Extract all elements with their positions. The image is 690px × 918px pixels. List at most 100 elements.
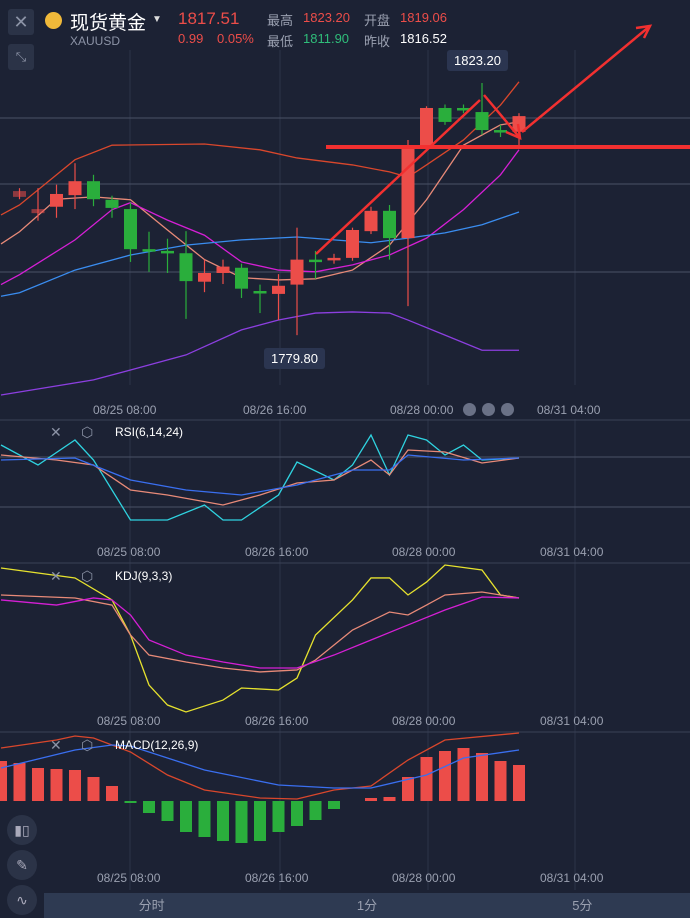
- close-icon: ✕: [13, 11, 29, 32]
- trend-arrow-drawing[interactable]: [315, 99, 481, 255]
- time-label: 08/25 08:00: [97, 545, 161, 559]
- open-label: 开盘: [364, 13, 391, 28]
- low-label: 最低: [267, 34, 294, 49]
- time-label: 08/26 16:00: [245, 871, 309, 885]
- rsi-line: [0, 449, 520, 506]
- time-label: 08/31 04:00: [540, 871, 604, 885]
- close-button[interactable]: ✕: [8, 9, 34, 35]
- candle-body: [235, 267, 248, 289]
- macd-bar: [124, 801, 137, 803]
- close-icon[interactable]: ✕: [50, 568, 62, 584]
- rsi-title: RSI(6,14,24): [115, 425, 184, 439]
- kdj-line: [0, 591, 520, 673]
- macd-bar: [309, 801, 322, 820]
- settings-icon[interactable]: ⬡: [81, 424, 94, 440]
- time-label: 08/31 04:00: [540, 545, 604, 559]
- macd-bar: [402, 777, 414, 801]
- macd-panel: [0, 732, 525, 843]
- macd-bar: [365, 798, 377, 801]
- kdj-line: [0, 564, 520, 713]
- time-label: 08/28 00:00: [392, 871, 456, 885]
- change-percent: 0.05%: [217, 31, 254, 46]
- macd-bar: [50, 769, 63, 801]
- time-label: 08/26 16:00: [245, 714, 309, 728]
- shrink-button[interactable]: ⤡: [8, 44, 34, 70]
- draw-button[interactable]: ✎: [7, 850, 37, 880]
- time-label: 08/31 04:00: [540, 714, 604, 728]
- macd-bar: [439, 751, 451, 801]
- max-price-tooltip: 1823.20: [447, 50, 508, 71]
- kdj-title: KDJ(9,3,3): [115, 569, 173, 583]
- close-icon[interactable]: ✕: [50, 737, 62, 753]
- macd-bar: [291, 801, 303, 826]
- time-label: 08/25 08:00: [97, 871, 161, 885]
- candle-body: [124, 209, 137, 250]
- tab-1min[interactable]: 1分: [356, 898, 378, 913]
- candle-body: [179, 253, 193, 282]
- macd-bar: [272, 801, 285, 832]
- indicator-line: [0, 211, 520, 297]
- time-label: 08/28 00:00: [392, 545, 456, 559]
- indicator-icon: ∿: [16, 891, 28, 908]
- candle-body: [87, 181, 100, 200]
- candle-body: [401, 145, 415, 239]
- macd-bar: [254, 801, 266, 841]
- macd-bar: [513, 765, 525, 801]
- macd-bar: [457, 748, 470, 801]
- macd-bar: [420, 757, 433, 801]
- time-label: 08/25 08:00: [97, 714, 161, 728]
- candle-body: [438, 107, 452, 122]
- rsi-line: [0, 454, 520, 496]
- period-tabs: 分时 1分 5分: [44, 893, 690, 918]
- time-label: 08/25 08:00: [93, 403, 157, 417]
- settings-icon[interactable]: ⬡: [81, 737, 94, 753]
- chart-type-button[interactable]: ▮▯: [7, 815, 37, 845]
- candle-body: [420, 107, 433, 146]
- change-value: 0.99: [178, 31, 204, 46]
- time-label: 08/26 16:00: [243, 403, 307, 417]
- prev-close-label: 昨收: [364, 34, 391, 49]
- tab-5min[interactable]: 5分: [572, 898, 593, 913]
- candle-body: [216, 266, 230, 273]
- candle-body: [161, 250, 174, 254]
- macd-bar: [32, 768, 44, 801]
- dot: [463, 403, 476, 416]
- candle-body: [105, 199, 119, 208]
- gold-coin-icon: [45, 12, 62, 29]
- candle-body: [346, 229, 359, 258]
- macd-bar: [87, 777, 100, 801]
- macd-bar: [217, 801, 229, 841]
- candle-body: [494, 130, 507, 133]
- scroll-dots[interactable]: [463, 403, 514, 416]
- macd-title: MACD(12,26,9): [115, 738, 199, 752]
- candle-body: [290, 259, 304, 285]
- macd-bar: [235, 801, 248, 843]
- macd-bar: [69, 770, 81, 801]
- instrument-title[interactable]: 现货黄金: [70, 13, 147, 34]
- candle-body: [309, 259, 322, 263]
- arrow-head: [635, 24, 653, 39]
- drawing-annotations[interactable]: [0, 24, 690, 801]
- chevron-down-icon[interactable]: ▼: [152, 14, 162, 25]
- candle-body: [68, 181, 82, 196]
- min-price-tooltip: 1779.80: [264, 348, 325, 369]
- candle-body: [364, 210, 378, 232]
- tab-timeshare[interactable]: 分时: [138, 898, 165, 913]
- candle-body: [13, 191, 26, 197]
- macd-bar: [476, 753, 488, 801]
- trend-arrow-drawing[interactable]: [521, 25, 651, 133]
- candle-body: [383, 210, 396, 239]
- kdj-panel: [0, 564, 520, 713]
- trend-arrow-drawing[interactable]: [483, 94, 521, 139]
- macd-bar: [328, 801, 340, 809]
- close-icon[interactable]: ✕: [50, 424, 62, 440]
- macd-bar: [494, 761, 507, 801]
- indicator-button[interactable]: ∿: [7, 885, 37, 915]
- macd-bar: [383, 797, 396, 801]
- candle-body: [31, 209, 45, 214]
- settings-icon[interactable]: ⬡: [81, 568, 94, 584]
- macd-bar: [180, 801, 192, 832]
- candle-body: [253, 290, 267, 294]
- kdj-line: [0, 596, 520, 669]
